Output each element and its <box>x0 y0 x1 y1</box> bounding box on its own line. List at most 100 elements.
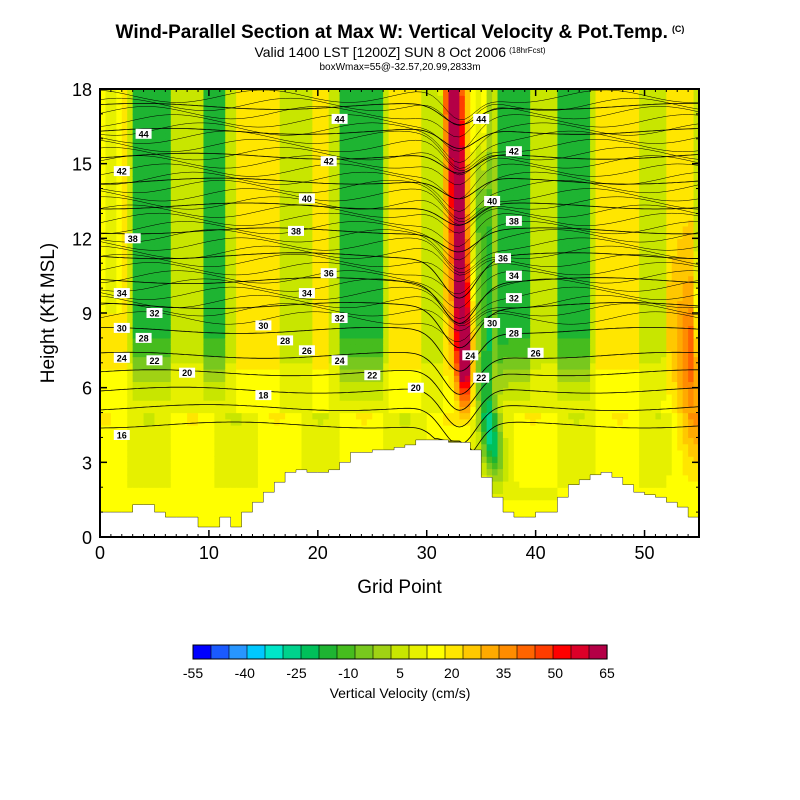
theta-contour-minor <box>100 147 699 176</box>
colorbar-tick-label: -40 <box>235 665 255 681</box>
x-tick-label: 50 <box>635 543 655 563</box>
theta-label: 28 <box>277 335 294 346</box>
theta-label-text: 22 <box>367 371 377 381</box>
theta-label: 26 <box>527 347 544 358</box>
theta-label-text: 24 <box>335 356 345 366</box>
colorbar-swatch <box>372 644 392 660</box>
theta-contour-minor <box>100 171 699 212</box>
colorbar-label: Vertical Velocity (cm/s) <box>330 685 471 701</box>
x-tick-label: 0 <box>95 543 105 563</box>
theta-label: 28 <box>135 332 152 343</box>
x-axis-label: Grid Point <box>357 577 442 598</box>
theta-contour-minor <box>100 89 699 121</box>
theta-label: 44 <box>331 113 348 124</box>
colorbar-swatch <box>552 644 572 660</box>
theta-contour-minor <box>100 139 699 171</box>
theta-label: 20 <box>407 382 424 393</box>
colorbar-tick-label: -10 <box>338 665 358 681</box>
y-tick-label: 15 <box>72 155 92 175</box>
theta-contour-36 <box>100 202 699 226</box>
colorbar-swatch <box>390 644 410 660</box>
theta-contour-minor <box>100 163 699 200</box>
theta-label: 30 <box>255 320 272 331</box>
theta-label-text: 34 <box>117 289 127 299</box>
theta-label: 26 <box>298 345 315 356</box>
theta-contour-minor <box>100 97 699 126</box>
theta-contour-minor <box>100 155 699 186</box>
colorbar-swatch <box>534 644 554 660</box>
theta-label-text: 24 <box>117 353 127 363</box>
theta-contour-24 <box>100 351 699 395</box>
theta-label-text: 44 <box>335 114 345 124</box>
theta-contour-minor <box>100 221 699 261</box>
theta-contour-28 <box>100 302 699 349</box>
theta-contour-minor <box>100 204 699 234</box>
y-tick-label: 0 <box>82 528 92 548</box>
theta-contour-32 <box>100 252 699 299</box>
colorbar-swatch <box>444 644 464 660</box>
theta-label-text: 42 <box>509 147 519 157</box>
theta-contour-18 <box>100 404 699 444</box>
terrain-mask <box>100 439 699 537</box>
theta-label: 44 <box>473 113 490 124</box>
theta-label: 40 <box>484 196 501 207</box>
colorbar-tick-label: 65 <box>599 665 615 681</box>
theta-label-text: 16 <box>117 431 127 441</box>
chart-title: Wind-Parallel Section at Max W: Vertical… <box>115 22 685 43</box>
theta-label-text: 26 <box>302 346 312 356</box>
colorbar-swatch <box>588 644 608 660</box>
theta-label-text: 38 <box>509 216 519 226</box>
colorbar-frame <box>192 644 608 660</box>
y-tick-label: 9 <box>82 304 92 324</box>
colorbar-swatch <box>408 644 428 660</box>
theta-label: 28 <box>505 327 522 338</box>
theta-label-text: 32 <box>149 309 159 319</box>
theta-label: 30 <box>113 322 130 333</box>
theta-label: 18 <box>255 390 272 401</box>
theta-label-text: 22 <box>149 356 159 366</box>
theta-label-text: 20 <box>411 383 421 393</box>
theta-label: 34 <box>113 288 130 299</box>
theta-label-text: 28 <box>139 333 149 343</box>
colorbar-swatch <box>246 644 266 660</box>
colorbar-swatch <box>282 644 302 660</box>
theta-label-text: 42 <box>324 157 334 167</box>
theta-label: 42 <box>505 146 522 157</box>
theta-label: 38 <box>505 215 522 226</box>
theta-contour-42 <box>100 127 699 149</box>
theta-label: 24 <box>462 350 479 361</box>
terrain <box>100 439 699 537</box>
theta-label: 34 <box>505 270 522 281</box>
colorbar-swatch <box>210 644 230 660</box>
theta-contour-minor <box>100 262 699 295</box>
theta-label: 42 <box>320 156 337 167</box>
theta-contour-38 <box>100 177 699 200</box>
colorbar-swatch <box>462 644 482 660</box>
theta-contour-minor <box>100 212 699 247</box>
theta-contour-minor <box>100 130 699 169</box>
x-tick-label: 40 <box>526 543 546 563</box>
theta-contour-minor <box>100 229 699 270</box>
theta-contour-minor <box>100 295 699 327</box>
colorbar-swatch <box>192 644 212 660</box>
theta-label-text: 30 <box>487 319 497 329</box>
theta-label-text: 36 <box>324 269 334 279</box>
theta-label-text: 40 <box>487 197 497 207</box>
y-tick-label: 3 <box>82 453 92 473</box>
theta-label: 22 <box>364 370 381 381</box>
theta-label: 22 <box>146 355 163 366</box>
theta-contour-44 <box>100 103 699 126</box>
colorbar-swatch <box>300 644 320 660</box>
x-tick-label: 20 <box>308 543 328 563</box>
theta-label: 22 <box>473 372 490 383</box>
colorbar-swatch <box>570 644 590 660</box>
theta-contour-16 <box>100 421 699 453</box>
colorbar-swatch <box>318 644 338 660</box>
theta-label: 32 <box>146 308 163 319</box>
theta-label: 30 <box>484 318 501 329</box>
y-tick-label: 6 <box>82 379 92 399</box>
theta-contour-minor <box>100 270 699 309</box>
theta-label-text: 18 <box>258 391 268 401</box>
copyright-mark: (C) <box>671 24 685 34</box>
